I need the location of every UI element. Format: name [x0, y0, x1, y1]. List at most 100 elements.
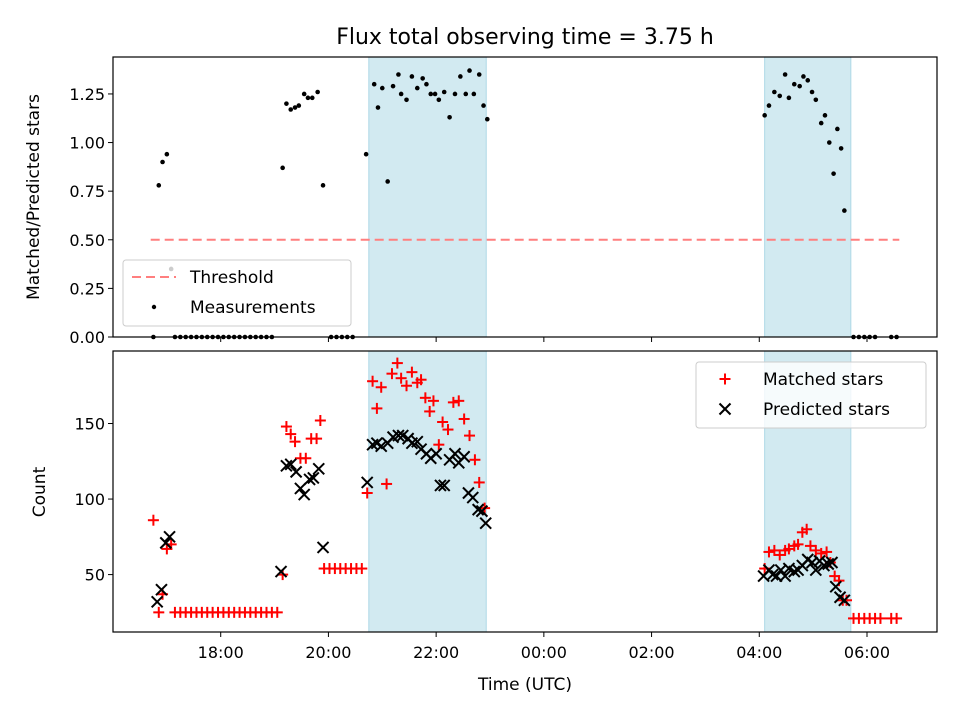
- predicted-star-point: [303, 473, 316, 486]
- marker-stroke: [817, 559, 831, 572]
- predicted-star-point: [155, 583, 168, 596]
- matched-star-point: [419, 392, 431, 404]
- measurement-point: [818, 120, 824, 126]
- predicted-star-point: [466, 491, 479, 504]
- marker-stroke: [392, 429, 405, 442]
- marker-stroke: [838, 594, 851, 607]
- x-tick-label: 18:00: [198, 643, 244, 662]
- marker-stroke: [429, 447, 443, 460]
- y-tick-label: 150: [74, 415, 105, 434]
- matched-star-point: [427, 395, 439, 407]
- y-tick-label: 0.00: [69, 328, 105, 347]
- matched-star-point: [391, 357, 403, 369]
- measurement-point: [805, 78, 811, 83]
- marker-stroke: [360, 476, 374, 489]
- y-tick-label: 1.00: [69, 134, 105, 153]
- marker-stroke: [822, 557, 835, 571]
- x-tick-label: 22:00: [413, 643, 459, 662]
- marker-stroke: [280, 459, 293, 473]
- predicted-star-point: [312, 462, 325, 476]
- matched-star-point: [406, 366, 418, 378]
- marker-stroke: [718, 402, 732, 416]
- predicted-star-point: [718, 402, 732, 416]
- threshold-legend-label: Threshold: [189, 268, 274, 288]
- measurement-point: [371, 81, 377, 87]
- marker-stroke: [809, 563, 823, 577]
- matched-legend-swatch: [719, 373, 731, 385]
- marker-stroke: [312, 462, 325, 476]
- marker-stroke: [788, 565, 801, 578]
- predicted-star-point: [289, 465, 303, 479]
- measurement-point: [476, 72, 482, 77]
- measurement-point: [156, 183, 162, 188]
- measurement-point: [398, 91, 404, 97]
- measurement-point: [458, 74, 463, 79]
- measurement-point: [428, 91, 434, 97]
- measurement-point: [441, 89, 447, 95]
- measurement-point: [809, 89, 815, 95]
- bottom-legend: Matched stars Predicted stars: [695, 361, 927, 429]
- predicted-star-point: [822, 557, 835, 571]
- predicted-star-point: [471, 503, 485, 516]
- matched-star-point: [361, 487, 373, 499]
- x-tick-label: 20:00: [305, 643, 351, 662]
- measurement-point: [838, 146, 844, 151]
- predicted-star-point: [429, 447, 443, 460]
- measurement-point: [822, 113, 828, 118]
- top-legend-box: [122, 259, 352, 327]
- marker-stroke: [438, 479, 451, 492]
- measurement-point: [315, 89, 320, 95]
- measurement-point: [409, 74, 415, 79]
- observing-window: [368, 56, 487, 338]
- measurements-legend-swatch: [151, 304, 157, 310]
- measurement-point: [813, 97, 819, 103]
- matched-star-point: [442, 424, 454, 436]
- matched-star-point: [815, 547, 827, 559]
- y-tick-label: 0.75: [69, 182, 105, 201]
- measurement-point: [791, 81, 797, 87]
- bottom-legend-box: [695, 361, 927, 429]
- measurement-point: [288, 107, 294, 112]
- measurement-point: [363, 151, 369, 157]
- x-tick-label: 00:00: [521, 643, 567, 662]
- y-tick-label: 1.25: [69, 85, 105, 104]
- measurement-point: [301, 91, 307, 97]
- measurement-point: [309, 95, 315, 101]
- measurement-point: [766, 103, 772, 108]
- measurement-point: [777, 93, 783, 99]
- matched-star-point: [719, 373, 731, 385]
- measurement-point: [414, 85, 420, 91]
- measurement-point: [786, 95, 792, 101]
- predicted-star-point: [778, 569, 792, 583]
- counts-series: [147, 357, 903, 624]
- x-tick-label: 06:00: [844, 643, 890, 662]
- predicted-star-point: [434, 479, 447, 492]
- chart-title: Flux total observing time = 3.75 h: [336, 25, 714, 50]
- predicted-star-point: [163, 530, 176, 544]
- marker-stroke: [805, 556, 819, 569]
- matched-star-point: [367, 375, 379, 387]
- x-tick-label: 02:00: [629, 643, 675, 662]
- measurement-point: [164, 151, 170, 157]
- measurement-point: [782, 72, 788, 77]
- matched-star-point: [464, 430, 476, 442]
- top-y-axis: 0.00 0.25 0.50 0.75 1.00 1.25: [69, 85, 113, 347]
- matched-star-point: [311, 433, 323, 445]
- predicted-star-point: [360, 476, 374, 489]
- measurement-point: [160, 159, 165, 165]
- measurements-series: [151, 68, 899, 340]
- measurement-point: [296, 103, 302, 108]
- marker-stroke: [307, 471, 320, 485]
- predicted-star-point: [457, 450, 471, 463]
- bottom-plot-frame: [112, 350, 938, 633]
- matched-star-point: [289, 436, 301, 448]
- y-tick-label: 50: [85, 566, 105, 585]
- bottom-y-axis: 50 100 150: [74, 415, 113, 585]
- measurement-point: [420, 76, 425, 81]
- marker-stroke: [411, 435, 424, 448]
- matched-star-point: [458, 413, 470, 425]
- marker-stroke: [825, 556, 839, 569]
- marker-stroke: [466, 491, 479, 504]
- bottom-y-axis-label: Count: [30, 466, 50, 517]
- marker-stroke: [284, 458, 297, 471]
